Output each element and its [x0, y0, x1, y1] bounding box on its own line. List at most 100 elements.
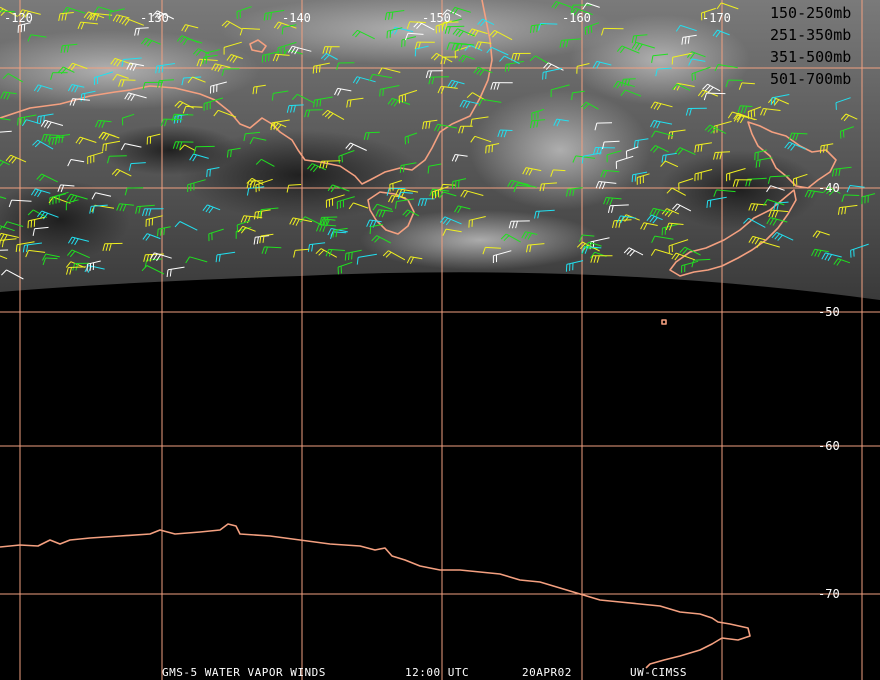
wind-barb — [672, 203, 692, 212]
wind-barb — [592, 60, 612, 69]
wind-barb — [531, 108, 545, 121]
wind-barb — [171, 113, 194, 122]
wind-barb — [102, 140, 121, 152]
wind-barb — [141, 37, 161, 47]
wind-barb — [570, 4, 593, 13]
wind-barb — [32, 139, 54, 150]
wind-barb — [334, 87, 352, 96]
wind-barb — [286, 184, 302, 193]
wind-barb — [371, 235, 392, 244]
wind-barb — [584, 22, 600, 35]
wind-barb — [319, 216, 338, 225]
wind-barb — [470, 116, 489, 127]
wind-barb — [144, 258, 163, 268]
wind-barb — [770, 94, 790, 106]
wind-barb — [725, 79, 743, 88]
lon-label-150: -150 — [422, 11, 451, 25]
wind-barb — [450, 6, 471, 15]
wind-barb — [116, 203, 134, 212]
wind-barb — [259, 233, 274, 244]
wind-barb — [363, 131, 380, 140]
wind-barb — [291, 93, 314, 104]
wind-barb — [2, 73, 24, 83]
wind-barb — [513, 182, 537, 190]
wind-barb — [316, 224, 337, 232]
wind-barb — [566, 187, 583, 197]
wind-barb — [704, 124, 727, 135]
wind-barb — [281, 24, 297, 35]
wind-barb — [612, 219, 632, 229]
wind-barb — [616, 215, 636, 224]
wind-barb — [221, 20, 243, 30]
wind-barb — [208, 228, 224, 242]
wind-barb — [50, 72, 68, 80]
wind-barb — [402, 209, 420, 218]
wind-barb — [319, 160, 341, 169]
wind-barb — [584, 241, 602, 250]
wind-barb — [452, 28, 476, 38]
wind-barb — [240, 215, 263, 224]
wind-barb — [1, 269, 24, 280]
wind-barb — [572, 155, 596, 163]
wind-barb — [762, 199, 785, 206]
wind-barb — [126, 62, 145, 71]
wind-barb — [86, 260, 101, 272]
wind-barb — [590, 255, 613, 263]
wind-barb — [439, 216, 462, 226]
wind-barb — [95, 119, 112, 128]
kangaroo-island — [249, 39, 267, 53]
wind-barb — [397, 191, 413, 200]
wind-barb — [441, 21, 459, 30]
wind-barb — [183, 38, 203, 46]
wind-barb — [559, 38, 581, 48]
wind-barb — [679, 246, 701, 256]
wind-barb — [237, 225, 256, 234]
wind-barb — [477, 18, 495, 27]
wind-barb — [0, 255, 8, 260]
wind-barb — [404, 132, 418, 145]
wind-barb — [404, 32, 424, 41]
wind-barb — [69, 98, 90, 106]
wind-barb — [378, 67, 401, 75]
wind-barb — [756, 241, 780, 248]
wind-barb — [293, 248, 309, 258]
wind-barb — [389, 180, 402, 192]
tasmania — [367, 191, 415, 235]
wind-barb — [111, 168, 132, 177]
wind-barb — [384, 10, 405, 21]
wind-barb — [499, 55, 520, 65]
wind-barb — [565, 260, 584, 272]
wind-barb — [102, 242, 123, 252]
wind-barb — [748, 235, 766, 245]
wind-barb — [492, 250, 512, 263]
wind-barb — [18, 9, 41, 18]
wind-barbs — [0, 1, 876, 280]
wind-barb — [0, 117, 11, 121]
wind-barb — [691, 66, 711, 81]
wind-barb — [332, 227, 348, 238]
wind-barb — [15, 241, 35, 252]
wind-barb — [118, 79, 136, 87]
wind-barb — [320, 52, 338, 61]
wind-barb — [738, 82, 755, 90]
wind-barb — [651, 130, 674, 138]
wind-barb — [65, 199, 79, 211]
wind-barb — [352, 76, 376, 85]
wind-barb — [277, 41, 297, 56]
new-zealand-north-island — [747, 121, 837, 189]
wind-barb — [356, 253, 377, 265]
wind-barb — [325, 194, 345, 208]
wind-barb — [345, 142, 367, 151]
wind-barb — [651, 53, 669, 63]
wind-barb — [631, 34, 648, 44]
wind-barb — [603, 197, 622, 206]
wind-barb — [83, 11, 105, 21]
footer: GMS-5 WATER VAPOR WINDS 12:00 UTC 20APR0… — [162, 666, 686, 679]
wind-barb — [833, 258, 851, 266]
wind-barb — [0, 238, 17, 248]
wind-barb — [422, 119, 438, 130]
wind-barb — [507, 179, 529, 188]
wind-barb — [0, 91, 17, 100]
wind-barb — [387, 97, 411, 107]
wind-barb — [444, 25, 465, 34]
